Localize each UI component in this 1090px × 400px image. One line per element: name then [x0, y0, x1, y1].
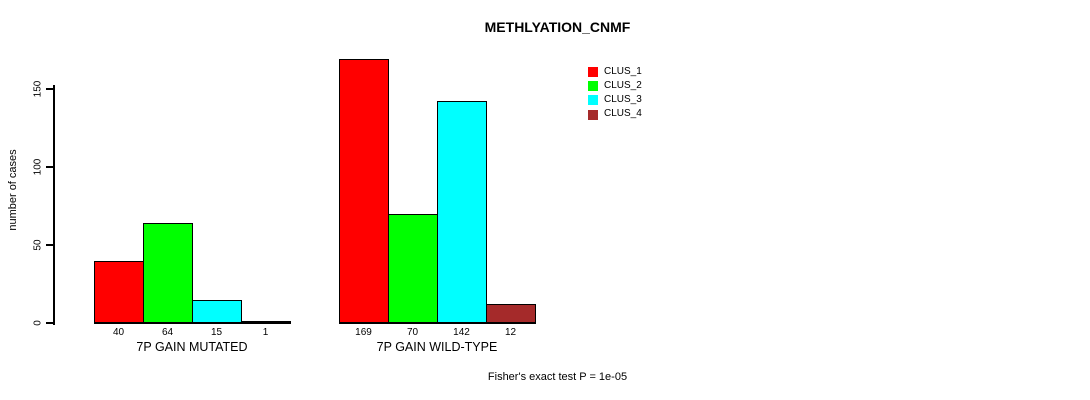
chart-title: METHLYATION_CNMF [484, 19, 631, 35]
y-tick-mark [46, 88, 54, 90]
y-tick-mark [46, 244, 54, 246]
y-tick-label: 100 [32, 158, 44, 176]
legend-label: CLUS_3 [604, 93, 642, 105]
bar-CLUS_4 [241, 321, 291, 324]
bar-value-label: 169 [355, 327, 372, 338]
bar-CLUS_2 [388, 213, 438, 323]
legend-swatch-CLUS_4 [588, 109, 598, 120]
bar-value-label: 1 [262, 327, 269, 338]
bar-CLUS_3 [437, 101, 487, 323]
bar-value-label: 64 [161, 327, 174, 338]
y-tick-label: 0 [32, 320, 44, 326]
group-label: 7P GAIN MUTATED [136, 340, 248, 354]
legend-swatch-CLUS_2 [588, 81, 598, 92]
footnote: Fisher's exact test P = 1e-05 [487, 371, 628, 383]
bar-CLUS_3 [192, 299, 242, 323]
y-tick-mark [46, 322, 54, 324]
legend-swatch-CLUS_1 [588, 67, 598, 77]
legend-label: CLUS_2 [604, 79, 642, 91]
bar-CLUS_1 [339, 59, 389, 323]
bar-value-label: 12 [504, 327, 517, 338]
bar-CLUS_1 [94, 260, 144, 323]
bar-value-label: 142 [453, 327, 470, 338]
group-label: 7P GAIN WILD-TYPE [376, 340, 498, 354]
legend-swatch-CLUS_3 [588, 95, 598, 106]
x-axis-baseline [94, 322, 291, 324]
x-axis-baseline [339, 322, 536, 324]
y-axis-label: number of cases [7, 149, 19, 231]
legend-label: CLUS_1 [604, 65, 642, 77]
bar-CLUS_4 [486, 304, 536, 323]
legend-label: CLUS_4 [604, 108, 642, 120]
y-tick-mark [46, 166, 54, 168]
bar-value-label: 40 [112, 327, 125, 338]
bar-value-label: 15 [210, 327, 223, 338]
bar-value-label: 70 [406, 327, 419, 338]
y-tick-label: 150 [32, 80, 44, 98]
bar-CLUS_2 [143, 223, 193, 323]
y-axis-line [53, 85, 55, 325]
y-tick-label: 50 [32, 239, 44, 251]
